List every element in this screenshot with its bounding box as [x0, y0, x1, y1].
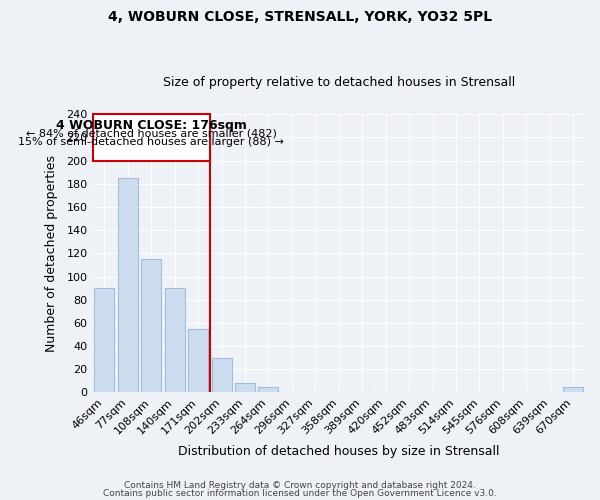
FancyBboxPatch shape	[92, 114, 210, 160]
Text: ← 84% of detached houses are smaller (482): ← 84% of detached houses are smaller (48…	[26, 128, 277, 138]
Bar	[118, 178, 138, 392]
Y-axis label: Number of detached properties: Number of detached properties	[45, 155, 58, 352]
Text: Contains public sector information licensed under the Open Government Licence v3: Contains public sector information licen…	[103, 488, 497, 498]
X-axis label: Distribution of detached houses by size in Strensall: Distribution of detached houses by size …	[178, 444, 500, 458]
Bar	[235, 383, 255, 392]
Text: 15% of semi-detached houses are larger (88) →: 15% of semi-detached houses are larger (…	[18, 138, 284, 147]
Text: Contains HM Land Registry data © Crown copyright and database right 2024.: Contains HM Land Registry data © Crown c…	[124, 481, 476, 490]
Bar	[563, 386, 583, 392]
Bar	[94, 288, 114, 393]
Bar	[164, 288, 185, 393]
Text: 4, WOBURN CLOSE, STRENSALL, YORK, YO32 5PL: 4, WOBURN CLOSE, STRENSALL, YORK, YO32 5…	[108, 10, 492, 24]
Bar	[259, 386, 278, 392]
Text: 4 WOBURN CLOSE: 176sqm: 4 WOBURN CLOSE: 176sqm	[56, 119, 247, 132]
Bar	[212, 358, 232, 392]
Title: Size of property relative to detached houses in Strensall: Size of property relative to detached ho…	[163, 76, 515, 90]
Bar	[188, 328, 208, 392]
Bar	[141, 259, 161, 392]
